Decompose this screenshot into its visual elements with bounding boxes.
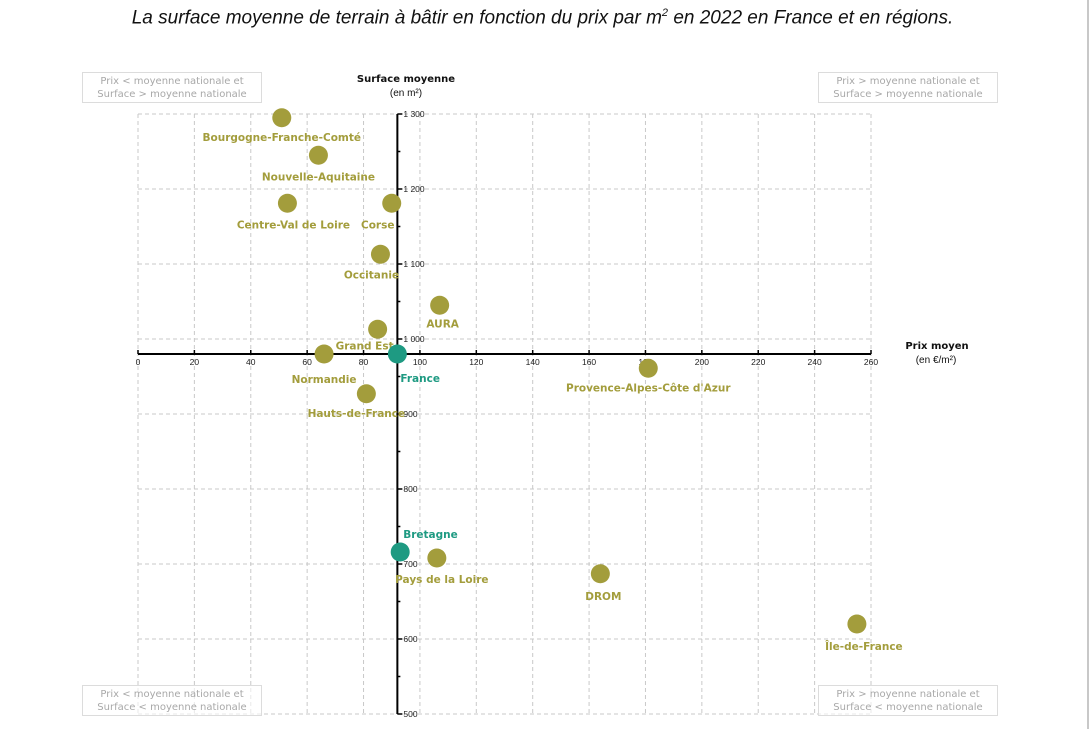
y-tick-label: 1 300 bbox=[403, 109, 425, 119]
data-point-label: Bretagne bbox=[403, 529, 458, 541]
data-point-label: Occitanie bbox=[344, 269, 399, 281]
x-tick-label: 220 bbox=[751, 357, 765, 367]
data-point bbox=[847, 614, 867, 634]
y-tick-label: 800 bbox=[403, 484, 417, 494]
data-point bbox=[638, 358, 658, 378]
y-tick-label: 1 100 bbox=[403, 259, 425, 269]
y-axis-title: Surface moyenne bbox=[357, 74, 455, 85]
x-axis-unit: (en €/m²) bbox=[916, 355, 957, 366]
data-point bbox=[590, 564, 610, 584]
y-tick-label: 1 000 bbox=[403, 334, 425, 344]
y-axis-unit: (en m²) bbox=[390, 88, 422, 99]
x-tick-label: 20 bbox=[190, 357, 200, 367]
data-point bbox=[356, 384, 376, 404]
quadrant-bottom-left-label: Prix < moyenne nationale et Surface < mo… bbox=[82, 685, 262, 716]
axes: 0204060801001201401601802002202402605006… bbox=[136, 74, 969, 719]
quadrant-line: Surface > moyenne nationale bbox=[97, 89, 247, 100]
data-point bbox=[430, 295, 450, 315]
y-tick-label: 500 bbox=[403, 709, 417, 719]
quadrant-line: Prix < moyenne nationale et bbox=[100, 689, 244, 700]
title-superscript: 2 bbox=[661, 7, 669, 19]
title-text: La surface moyenne de terrain à bâtir en… bbox=[131, 7, 662, 29]
data-point bbox=[314, 344, 334, 364]
chart-title: La surface moyenne de terrain à bâtir en… bbox=[0, 7, 1085, 29]
y-tick-label: 700 bbox=[403, 559, 417, 569]
data-point-label: Corse bbox=[361, 219, 394, 231]
x-tick-label: 160 bbox=[582, 357, 596, 367]
quadrant-line: Prix > moyenne nationale et bbox=[836, 76, 980, 87]
data-point bbox=[272, 108, 292, 128]
page-border bbox=[1087, 0, 1089, 729]
data-point-label: AURA bbox=[426, 318, 459, 330]
quadrant-top-left-label: Prix < moyenne nationale et Surface > mo… bbox=[82, 72, 262, 103]
data-point-label: Grand Est bbox=[336, 340, 394, 352]
x-tick-label: 80 bbox=[359, 357, 369, 367]
quadrant-line: Surface < moyenne nationale bbox=[97, 702, 247, 713]
data-point bbox=[308, 145, 328, 165]
data-point-label: France bbox=[400, 373, 440, 385]
data-point-label: Bourgogne-Franche-Comté bbox=[203, 132, 362, 144]
quadrant-line: Prix > moyenne nationale et bbox=[836, 689, 980, 700]
x-tick-label: 140 bbox=[526, 357, 540, 367]
data-point bbox=[387, 344, 407, 364]
data-point bbox=[382, 193, 402, 213]
data-point-label: Nouvelle-Aquitaine bbox=[262, 171, 375, 183]
x-tick-label: 0 bbox=[136, 357, 141, 367]
data-point bbox=[277, 193, 297, 213]
quadrant-line: Surface < moyenne nationale bbox=[833, 702, 983, 713]
grid bbox=[137, 113, 872, 715]
data-point bbox=[370, 244, 390, 264]
data-point-label: DROM bbox=[585, 591, 621, 603]
y-tick-label: 600 bbox=[403, 634, 417, 644]
x-tick-label: 40 bbox=[246, 357, 256, 367]
x-axis-title: Prix moyen bbox=[905, 341, 968, 352]
data-point bbox=[368, 319, 388, 339]
x-tick-label: 120 bbox=[469, 357, 483, 367]
data-point-label: Pays de la Loire bbox=[395, 574, 488, 586]
y-tick-label: 1 200 bbox=[403, 184, 425, 194]
quadrant-top-right-label: Prix > moyenne nationale et Surface > mo… bbox=[818, 72, 998, 103]
data-point-label: Île-de-France bbox=[825, 640, 903, 653]
data-point-label: Hauts-de-France bbox=[308, 408, 406, 420]
quadrant-bottom-right-label: Prix > moyenne nationale et Surface < mo… bbox=[818, 685, 998, 716]
data-point-label: Centre-Val de Loire bbox=[237, 219, 350, 231]
data-point bbox=[427, 548, 447, 568]
data-point bbox=[390, 542, 410, 562]
data-point-label: Normandie bbox=[292, 374, 357, 386]
x-tick-label: 60 bbox=[302, 357, 312, 367]
points: Bourgogne-Franche-Comté Nouvelle-Aquitain… bbox=[203, 108, 903, 653]
title-text-end: en 2022 en France et en régions. bbox=[668, 7, 954, 29]
x-tick-label: 240 bbox=[808, 357, 822, 367]
x-tick-label: 260 bbox=[864, 357, 878, 367]
quadrant-line: Prix < moyenne nationale et bbox=[100, 76, 244, 87]
x-tick-label: 200 bbox=[695, 357, 709, 367]
quadrant-line: Surface > moyenne nationale bbox=[833, 89, 983, 100]
data-point-label: Provence-Alpes-Côte d'Azur bbox=[566, 382, 731, 394]
x-tick-label: 100 bbox=[413, 357, 427, 367]
y-tick-label: 900 bbox=[403, 409, 417, 419]
